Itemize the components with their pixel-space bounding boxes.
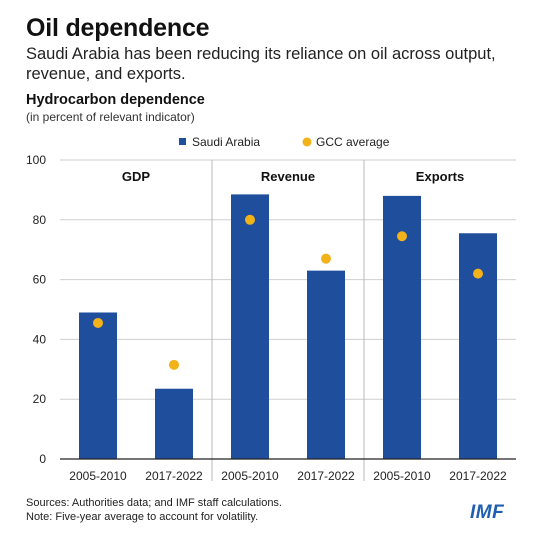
legend-swatch-saudi-arabia (179, 138, 186, 145)
point-gcc-average (245, 214, 255, 225)
point-gcc-average (321, 253, 331, 264)
y-tick-label: 100 (26, 153, 46, 167)
point-gcc-average (397, 231, 407, 242)
sources-note: Sources: Authorities data; and IMF staff… (26, 497, 282, 509)
x-tick-label: 2017-2022 (297, 469, 355, 483)
panel-label: GDP (122, 169, 151, 184)
x-tick-label: 2005-2010 (373, 469, 431, 483)
legend-label-gcc-average: GCC average (316, 135, 390, 149)
x-tick-label: 2017-2022 (449, 469, 507, 483)
legend-label-saudi-arabia: Saudi Arabia (192, 135, 260, 149)
y-tick-label: 60 (33, 273, 47, 287)
panel-label: Exports (416, 169, 464, 184)
point-gcc-average (93, 317, 103, 328)
page-title: Oil dependence (26, 14, 210, 42)
chart-subtitle: (in percent of relevant indicator) (26, 110, 195, 124)
legend-swatch-gcc-average (302, 137, 312, 147)
x-tick-label: 2017-2022 (145, 469, 203, 483)
footnote: Note: Five-year average to account for v… (26, 511, 259, 523)
chart-title: Hydrocarbon dependence (26, 92, 205, 108)
bar-saudi-arabia (307, 270, 345, 459)
point-gcc-average (473, 268, 483, 279)
page-subtitle: Saudi Arabia has been reducing its relia… (26, 45, 496, 83)
bar-saudi-arabia (155, 388, 193, 459)
bar-saudi-arabia (459, 233, 497, 459)
bar-saudi-arabia (231, 194, 269, 459)
y-tick-label: 80 (33, 213, 47, 227)
panel-label: Revenue (261, 169, 315, 184)
y-tick-label: 40 (33, 332, 47, 346)
y-tick-label: 0 (39, 452, 46, 466)
x-tick-label: 2005-2010 (69, 469, 127, 483)
point-gcc-average (169, 359, 179, 370)
chart-footer: Sources: Authorities data; and IMF staff… (26, 496, 282, 524)
x-tick-label: 2005-2010 (221, 469, 279, 483)
imf-logo: IMF (470, 502, 505, 523)
bar-saudi-arabia (79, 312, 117, 459)
y-tick-label: 20 (33, 392, 47, 406)
